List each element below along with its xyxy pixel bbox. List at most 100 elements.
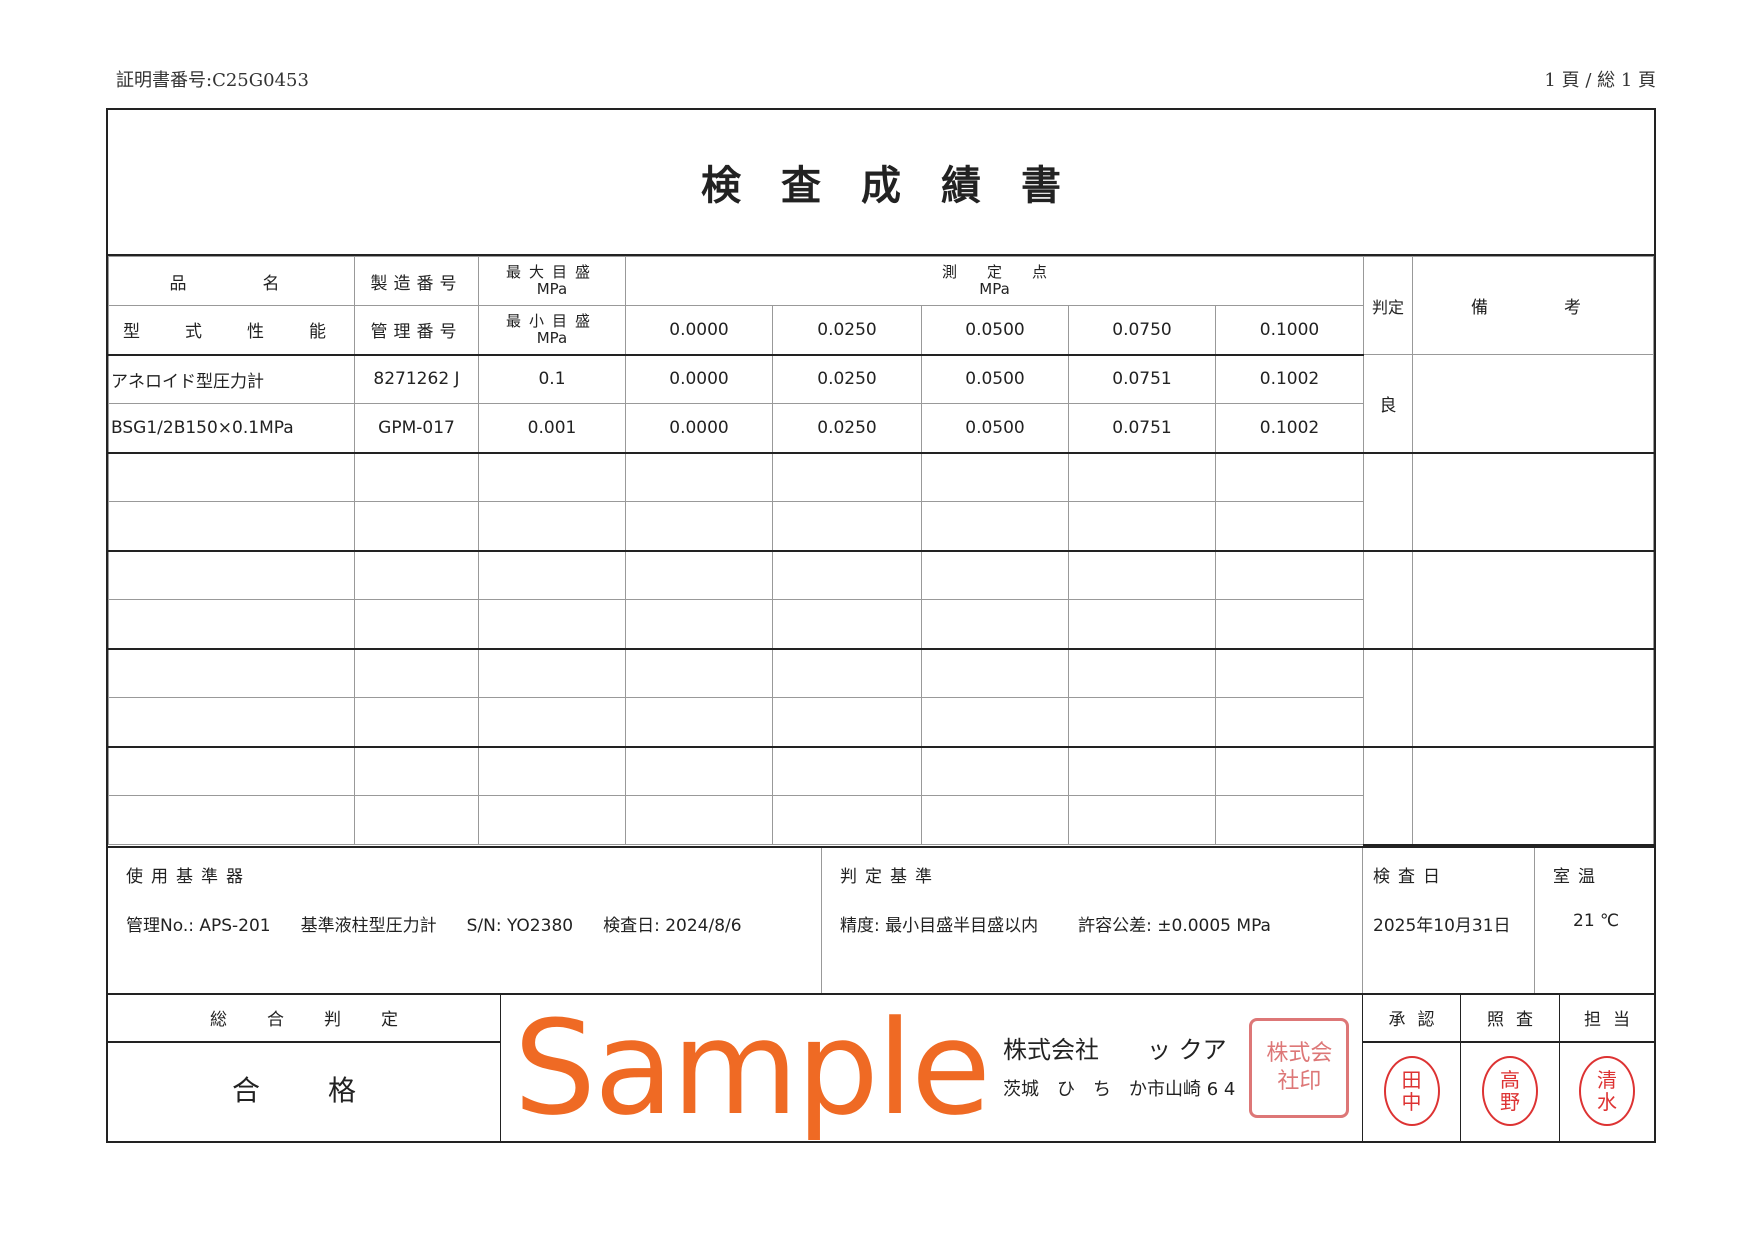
table-cell xyxy=(354,648,479,698)
standard-name: 基準液柱型圧力計 xyxy=(300,915,437,936)
criteria-tolerance: 許容公差: ±0.0005 MPa xyxy=(1078,915,1271,936)
table-row xyxy=(108,795,1654,845)
table-cell xyxy=(921,746,1069,796)
table-row xyxy=(108,599,1654,650)
signoff-charge: 担当 清水 xyxy=(1560,995,1654,1141)
table-cell xyxy=(1214,648,1365,698)
table-cell xyxy=(478,599,626,650)
table-cell xyxy=(921,599,1069,650)
table-cell xyxy=(772,795,922,845)
table-cell xyxy=(1068,697,1216,748)
header-product-name: 品 名 xyxy=(108,256,355,306)
table-cell xyxy=(625,795,773,845)
table-cell: 0.0250 xyxy=(772,403,922,454)
header-judgment: 判定 xyxy=(1363,256,1414,355)
table-cell xyxy=(1412,452,1654,552)
certificate-number: 証明書番号:C25G0453 xyxy=(116,70,309,91)
signoff-check: 照査 高野 xyxy=(1461,994,1560,1141)
table-cell xyxy=(1068,599,1216,650)
table-cell xyxy=(354,501,479,552)
table-cell xyxy=(1068,795,1216,845)
company-text: 株式会社 ッ クア 茨城 ひ ち か市山崎 6 4 xyxy=(1003,1035,1235,1101)
table-row xyxy=(108,501,1654,552)
table-cell xyxy=(772,648,922,698)
table-cell xyxy=(108,648,355,698)
approver-seal: 田中 xyxy=(1383,1055,1440,1126)
inspection-report: 検査成績書 品 名 製造番号 最大目盛 MPa 測 定 点 MPa 判定 備 考 型… xyxy=(106,108,1656,1143)
table-cell: GPM-017 xyxy=(354,403,479,454)
criteria-label: 判定基準 xyxy=(840,866,940,887)
table-cell: 0.0000 xyxy=(625,354,773,404)
table-cell xyxy=(1214,550,1365,600)
table-cell: 0.1002 xyxy=(1214,403,1365,454)
table-row xyxy=(108,746,1654,846)
table-cell xyxy=(1412,550,1654,650)
table-cell xyxy=(772,550,922,600)
table-cell xyxy=(625,746,773,796)
overall-judgment: 総合判定 合 格 xyxy=(108,994,501,1141)
conditions-section: 使用基準器 管理No.: APS-201 基準液柱型圧力計 S/N: YO2380 検… xyxy=(108,845,1654,993)
table-cell: 0.1 xyxy=(478,354,626,404)
table-row: BSG1/2B150×0.1MPa GPM-017 0.001 0.0000 0.025… xyxy=(108,403,1654,454)
table-cell xyxy=(354,452,479,502)
table-cell xyxy=(1214,501,1365,552)
table-cell xyxy=(1214,697,1365,748)
table-cell xyxy=(478,550,626,600)
table-cell: BSG1/2B150×0.1MPa xyxy=(108,403,355,454)
person-in-charge-seal: 清水 xyxy=(1579,1055,1635,1126)
table-cell xyxy=(772,697,922,748)
table-row xyxy=(108,550,1654,650)
measurement-table: 品 名 製造番号 最大目盛 MPa 測 定 点 MPa 判定 備 考 型 式 性 能… xyxy=(108,256,1654,846)
table-cell xyxy=(772,452,922,502)
judgment-criteria: 判定基準 精度: 最小目盛半目盛以内 許容公差: ±0.0005 MPa xyxy=(822,847,1363,993)
sample-watermark: Sample xyxy=(513,994,991,1141)
table-cell xyxy=(1363,746,1414,846)
reference-standard: 使用基準器 管理No.: APS-201 基準液柱型圧力計 S/N: YO2380 検… xyxy=(108,847,822,993)
header-model: 型 式 性 能 xyxy=(108,305,355,356)
table-cell: 8271262 J xyxy=(354,354,479,404)
table-cell xyxy=(1412,648,1654,748)
table-cell xyxy=(478,501,626,552)
table-cell xyxy=(354,697,479,748)
table-cell xyxy=(921,501,1069,552)
table-cell xyxy=(625,648,773,698)
page-title: 検査成績書 xyxy=(108,110,1654,256)
company-name: 株式会社 ッ クア xyxy=(1003,1035,1227,1064)
table-cell xyxy=(1068,501,1216,552)
table-cell xyxy=(108,550,355,600)
table-row xyxy=(108,697,1654,748)
page-indicator: 1 頁 / 総 1 頁 xyxy=(1544,70,1656,91)
table-cell xyxy=(478,746,626,796)
table-cell xyxy=(1214,599,1365,650)
table-cell xyxy=(921,452,1069,502)
table-row xyxy=(108,452,1654,552)
reference-standard-label: 使用基準器 xyxy=(126,866,251,887)
header-min-scale: 最小目盛 MPa xyxy=(478,305,626,356)
table-cell xyxy=(1214,746,1365,796)
header-mgmt-no: 管理番号 xyxy=(354,305,479,356)
header-serial-no: 製造番号 xyxy=(354,256,479,306)
table-cell xyxy=(625,550,773,600)
table-cell xyxy=(478,795,626,845)
overall-judgment-label: 総合判定 xyxy=(108,995,500,1043)
signoff-approve: 承認 田中 xyxy=(1363,994,1461,1141)
table-cell xyxy=(108,795,355,845)
table-row: アネロイド型圧力計 8271262 J 0.1 0.0000 0.0250 0.0500 0… xyxy=(108,354,1654,454)
table-cell xyxy=(354,550,479,600)
table-cell xyxy=(921,795,1069,845)
measure-point: 0.0500 xyxy=(921,305,1069,356)
overall-judgment-value: 合 格 xyxy=(231,1073,376,1107)
table-cell xyxy=(354,599,479,650)
table-cell: 0.0751 xyxy=(1068,354,1216,404)
table-cell xyxy=(921,648,1069,698)
table-cell: 0.001 xyxy=(478,403,626,454)
table-cell xyxy=(1068,452,1216,502)
table-cell xyxy=(478,648,626,698)
signoff-label: 担当 xyxy=(1560,995,1654,1043)
table-cell xyxy=(921,697,1069,748)
standard-mgmt-no: 管理No.: APS-201 xyxy=(126,915,271,936)
measure-point: 0.0750 xyxy=(1068,305,1216,356)
room-temp-value: 21 ℃ xyxy=(1573,910,1620,931)
table-cell: 0.0250 xyxy=(772,354,922,404)
inspection-date-label: 検査日 xyxy=(1373,866,1448,887)
